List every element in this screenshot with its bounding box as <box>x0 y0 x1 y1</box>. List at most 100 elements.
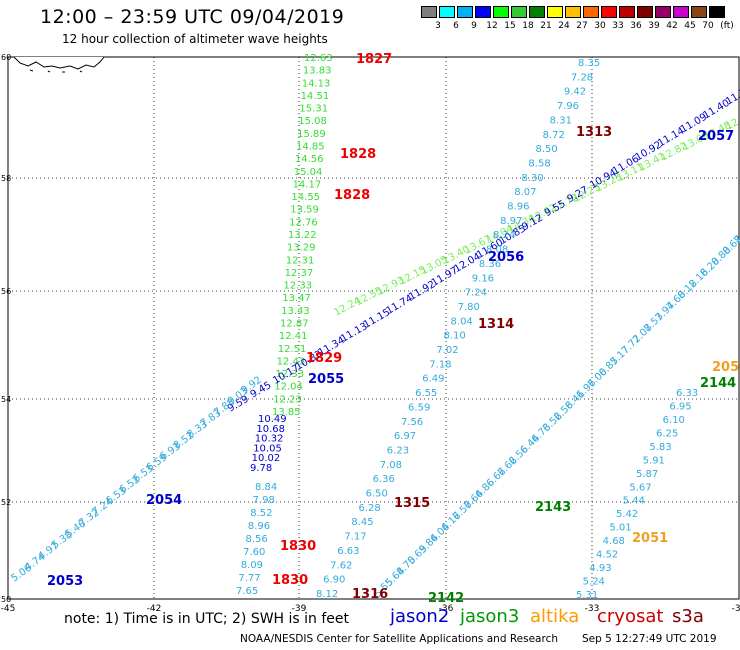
swh-value: 5.44 <box>623 496 645 507</box>
color-swatch <box>673 6 689 18</box>
swh-value: 8.96 <box>248 521 270 532</box>
swh-value: 13.83 <box>303 66 332 77</box>
swh-value: 8.30 <box>521 173 543 184</box>
swh-value: 11.74 <box>724 84 740 108</box>
color-swatch <box>709 6 725 18</box>
swh-value: 8.97 <box>500 216 522 227</box>
pass-id-label: 1830 <box>280 539 316 554</box>
legend-cryosat: cryosat <box>597 606 664 627</box>
swh-value: 7.28 <box>571 72 593 83</box>
pass-id-label: 1828 <box>334 188 370 203</box>
map-frame <box>7 56 740 600</box>
pass-id-label: 1829 <box>306 351 342 366</box>
swh-value: 6.63 <box>337 546 359 557</box>
pass-id-label: 2050 <box>712 360 740 375</box>
chart-subtitle: 12 hour collection of altimeter wave hei… <box>62 32 328 46</box>
color-swatch <box>529 6 545 18</box>
swh-value: 8.96 <box>507 202 529 213</box>
swh-value: 12.31 <box>286 255 315 266</box>
swh-value: 8.7 <box>732 227 740 246</box>
color-swatch <box>655 6 671 18</box>
legend-s3a: s3a <box>672 606 704 627</box>
color-swatch <box>691 6 707 18</box>
swh-value: 8.56 <box>246 534 268 545</box>
color-scale-label: 39 <box>648 21 660 31</box>
pass-id-label: 1316 <box>352 587 388 602</box>
swh-value: 7.65 <box>236 586 258 597</box>
swh-value: 9.16 <box>472 273 494 284</box>
coastline <box>13 56 105 70</box>
color-scale-label: 21 <box>540 21 552 31</box>
swh-value: 7.17 <box>344 532 366 543</box>
swh-value: 12.37 <box>285 268 314 279</box>
swh-value: 12.23 <box>273 394 302 405</box>
pass-id-label: 1827 <box>356 52 392 67</box>
color-scale-label: 24 <box>558 21 570 31</box>
pass-id-label: 1830 <box>272 573 308 588</box>
color-swatch <box>421 6 437 18</box>
pass-id-label: 1315 <box>394 496 430 511</box>
swh-value: 13.59 <box>290 205 319 216</box>
swh-value: 12.76 <box>289 217 318 228</box>
swh-value: 9.55 <box>543 199 568 220</box>
swh-value: 6.97 <box>394 431 416 442</box>
color-swatch <box>457 6 473 18</box>
swh-value: 13.85 <box>272 407 301 418</box>
swh-value: 10.02 <box>252 453 281 464</box>
swh-value: 10.05 <box>253 443 282 454</box>
pass-id-label: 1314 <box>478 317 514 332</box>
swh-value: 6.59 <box>408 402 430 413</box>
swh-value: 7.98 <box>253 495 275 506</box>
swh-value: 8.12 <box>316 589 338 600</box>
swh-value: 7.18 <box>429 359 451 370</box>
legend-jason3: jason3 <box>460 606 520 627</box>
color-scale-label: 36 <box>630 21 642 31</box>
swh-value: 4.93 <box>589 563 611 574</box>
swh-value: 5.24 <box>583 577 605 588</box>
swh-value: 13.22 <box>288 230 317 241</box>
color-scale-label: 42 <box>666 21 678 31</box>
latitude-label: 56 <box>1 287 11 296</box>
swh-value: 4.68 <box>603 536 625 547</box>
swh-value: 15.08 <box>298 116 327 127</box>
swh-value: 8.35 <box>578 58 600 69</box>
coastline <box>29 69 83 73</box>
longitude-label: -33 <box>585 604 600 614</box>
swh-value: 8.36 <box>479 259 501 270</box>
color-scale-label: 9 <box>471 21 477 31</box>
swh-value: 8.10 <box>443 331 465 342</box>
swh-value: 13.47 <box>282 293 311 304</box>
generated-timestamp: Sep 5 12:27:49 UTC 2019 <box>582 633 717 645</box>
latitude-label: 58 <box>1 174 11 183</box>
longitude-label: -39 <box>292 604 307 614</box>
color-swatch <box>619 6 635 18</box>
latitude-label: 60 <box>1 53 11 62</box>
swh-value: 7.02 <box>436 345 458 356</box>
swh-value: 12.63 <box>304 53 333 64</box>
swh-value: 12.41 <box>279 331 308 342</box>
swh-value: 9.42 <box>564 87 586 98</box>
color-swatch <box>511 6 527 18</box>
pass-id-label: 2056 <box>488 250 524 265</box>
swh-value: 6.23 <box>387 445 409 456</box>
swh-value: 6.36 <box>373 474 395 485</box>
swh-value: 5.01 <box>609 523 631 534</box>
swh-value: 12.51 <box>278 344 307 355</box>
pass-id-label: 2053 <box>47 574 83 589</box>
swh-value: 5.42 <box>616 509 638 520</box>
color-scale-label: 70 <box>702 21 714 31</box>
swh-value: 10.49 <box>258 414 287 425</box>
swh-value: 14.13 <box>302 78 331 89</box>
swh-value: 7.24 <box>465 288 487 299</box>
swh-value: 15.89 <box>297 129 326 140</box>
swh-value: 12.87 <box>280 319 309 330</box>
longitude-label: -30 <box>732 604 740 614</box>
pass-id-label: 1313 <box>576 125 612 140</box>
footnote: note: 1) Time is in UTC; 2) SWH is in fe… <box>64 611 350 627</box>
color-swatch <box>439 6 455 18</box>
swh-value: 8.07 <box>514 187 536 198</box>
pass-id-label: 1828 <box>340 147 376 162</box>
swh-value: 8.09 <box>241 560 263 571</box>
pass-id-label: 2144 <box>700 376 736 391</box>
